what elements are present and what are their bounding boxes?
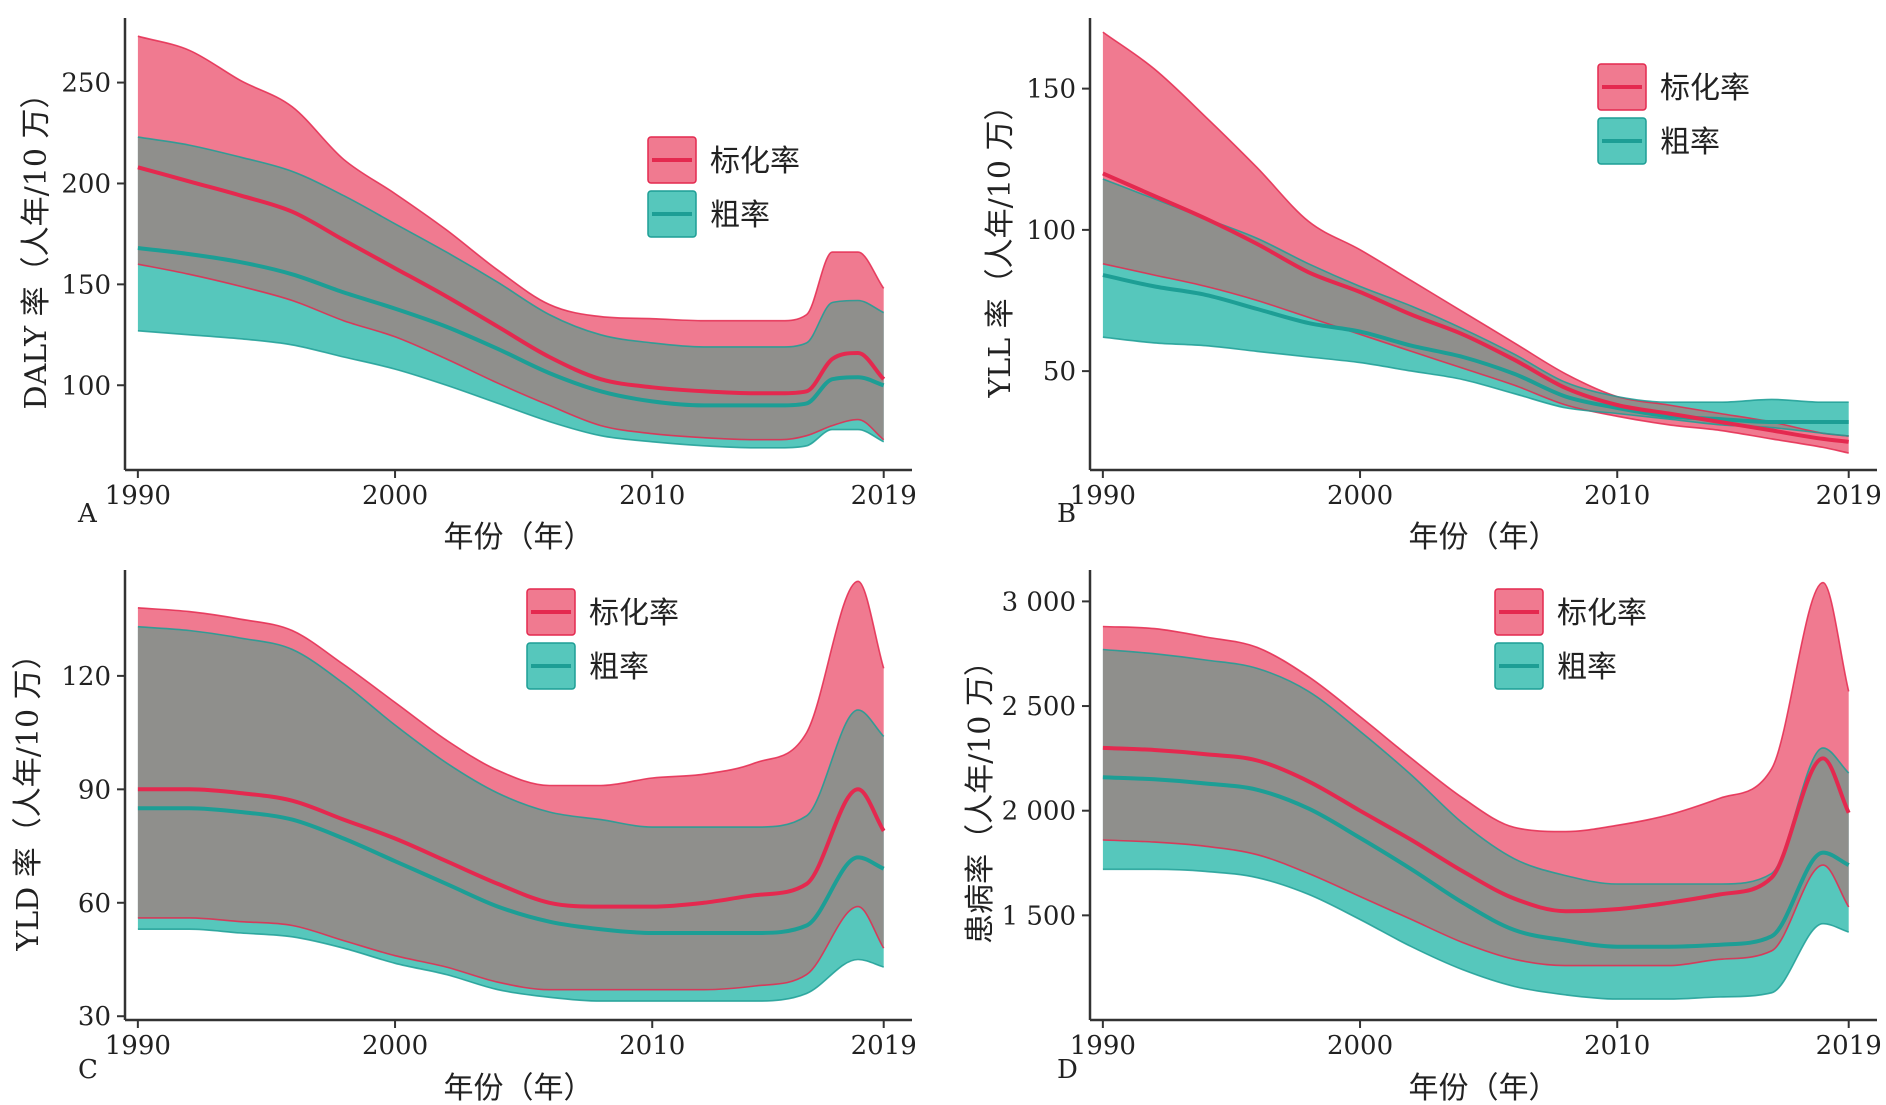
panel-c: 1990 2000 2010 2019 30 60 90 120 年份（年） YLD 率（人年/1… bbox=[11, 570, 917, 1105]
band-edge-crude-upper bbox=[1102, 178, 1849, 404]
y-tick-label: 100 bbox=[61, 371, 111, 401]
line-standardized bbox=[1102, 171, 1849, 444]
y-tick-label: 50 bbox=[1043, 357, 1076, 387]
band-edge-crude-lower bbox=[137, 928, 884, 1002]
band-edge-standardized-lower bbox=[137, 905, 885, 991]
panel-letter: B bbox=[1057, 499, 1076, 529]
band-standardized bbox=[137, 36, 884, 440]
x-tick-label: 2010 bbox=[619, 1031, 685, 1061]
band-edge-standardized-upper bbox=[137, 580, 885, 787]
x-axis-title: 年份（年） bbox=[1409, 520, 1559, 555]
x-tick-label: 2010 bbox=[619, 481, 685, 511]
y-tick-label: 100 bbox=[1026, 216, 1076, 246]
band-edge-standardized-upper bbox=[1102, 581, 1850, 833]
panel-a: 1990 2000 2010 2019 100 150 200 250 年份（年） DALY 率（… bbox=[19, 18, 917, 555]
band-edge-standardized-lower bbox=[137, 263, 885, 441]
x-axis-title: 年份（年） bbox=[1409, 1071, 1559, 1105]
panel-letter: D bbox=[1057, 1055, 1078, 1085]
y-tick-label: 3 000 bbox=[1002, 587, 1076, 617]
panel-b: 1990 2000 2010 2019 50 100 150 年份（年） YLL 率（人年/10… bbox=[983, 18, 1882, 555]
y-tick-label: 1 500 bbox=[1002, 901, 1076, 931]
band-edge-crude-upper bbox=[1102, 648, 1850, 885]
y-tick-label: 90 bbox=[78, 775, 111, 805]
legend-label: 标化率 bbox=[589, 596, 679, 631]
band-edge-crude-lower bbox=[1102, 868, 1849, 1000]
panel-letter: C bbox=[78, 1055, 98, 1085]
y-tick-label: 150 bbox=[1026, 75, 1076, 105]
x-tick-label: 1990 bbox=[1070, 481, 1136, 511]
band-edge-standardized-upper bbox=[137, 35, 885, 322]
y-tick-label: 150 bbox=[61, 270, 111, 300]
legend-label: 标化率 bbox=[1557, 596, 1647, 631]
band-standardized bbox=[1102, 582, 1849, 966]
legend-label: 粗率 bbox=[1557, 650, 1617, 685]
line-standardized bbox=[137, 787, 886, 909]
y-tick-label: 60 bbox=[78, 889, 111, 919]
y-axis-title: YLL 率（人年/10 万） bbox=[983, 90, 1018, 398]
band-edge-standardized-upper bbox=[1102, 31, 1849, 437]
x-tick-label: 2000 bbox=[1327, 481, 1393, 511]
y-tick-label: 2 500 bbox=[1002, 692, 1076, 722]
band-edge-crude-lower bbox=[137, 330, 885, 449]
y-axis-title: 患病率（人年/10 万） bbox=[963, 646, 998, 944]
legend-label: 标化率 bbox=[1660, 71, 1750, 106]
legend-label: 粗率 bbox=[710, 198, 770, 233]
y-tick-label: 120 bbox=[61, 662, 111, 692]
band-edge-crude-upper bbox=[137, 625, 885, 828]
x-tick-label: 2019 bbox=[1816, 1031, 1882, 1061]
x-tick-label: 1990 bbox=[105, 481, 171, 511]
x-axis-title: 年份（年） bbox=[444, 1071, 594, 1105]
legend-label: 粗率 bbox=[1660, 125, 1720, 160]
y-tick-label: 2 000 bbox=[1002, 797, 1076, 827]
y-axis-title: DALY 率（人年/10 万） bbox=[19, 79, 54, 410]
band-edge-standardized-lower bbox=[1102, 839, 1850, 967]
panel-letter: A bbox=[77, 499, 98, 529]
line-crude bbox=[1102, 775, 1850, 949]
x-tick-label: 2019 bbox=[1816, 481, 1882, 511]
panel-d: 1990 2000 2010 2019 1 500 2 000 2 500 3 000 年份（年… bbox=[963, 570, 1882, 1105]
x-tick-label: 2019 bbox=[851, 1031, 917, 1061]
line-standardized bbox=[1102, 745, 1851, 914]
x-tick-label: 2000 bbox=[362, 481, 428, 511]
y-axis-title: YLD 率（人年/10 万） bbox=[11, 639, 46, 951]
y-tick-label: 200 bbox=[61, 169, 111, 199]
x-tick-label: 2000 bbox=[362, 1031, 428, 1061]
x-tick-label: 1990 bbox=[105, 1031, 171, 1061]
legend-label: 粗率 bbox=[589, 650, 649, 685]
line-crude bbox=[1102, 273, 1849, 425]
band-edge-standardized-lower bbox=[1102, 263, 1849, 454]
band-edge-crude-upper bbox=[137, 136, 885, 348]
x-tick-label: 1990 bbox=[1070, 1031, 1136, 1061]
x-axis-title: 年份（年） bbox=[444, 520, 594, 555]
x-tick-label: 2019 bbox=[851, 481, 917, 511]
y-tick-label: 250 bbox=[61, 69, 111, 99]
line-crude bbox=[137, 806, 885, 935]
x-tick-label: 2000 bbox=[1327, 1031, 1393, 1061]
legend-label: 标化率 bbox=[710, 144, 800, 179]
x-tick-label: 2010 bbox=[1584, 1031, 1650, 1061]
x-tick-label: 2010 bbox=[1584, 481, 1650, 511]
line-standardized bbox=[137, 165, 886, 396]
line-crude bbox=[137, 246, 885, 408]
y-tick-label: 30 bbox=[78, 1002, 111, 1032]
